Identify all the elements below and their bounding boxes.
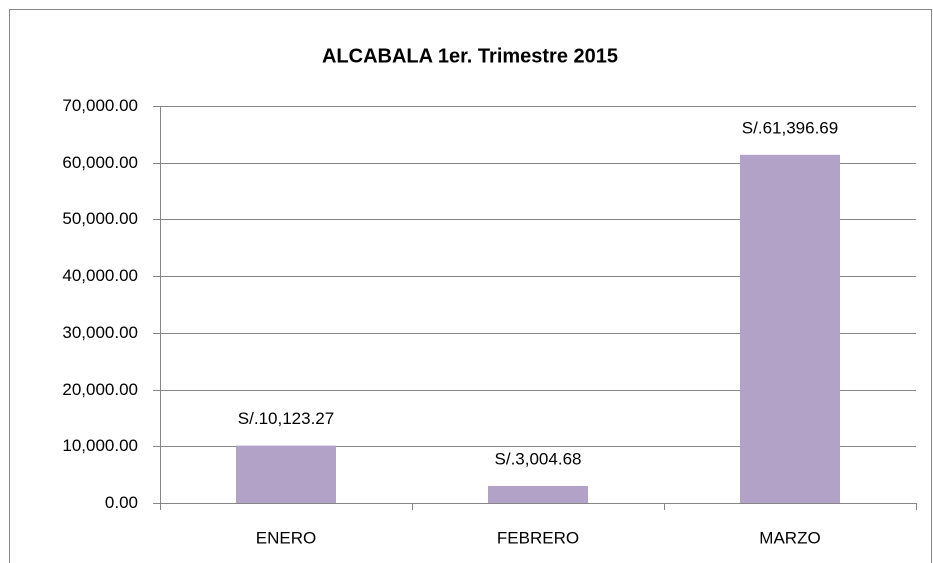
y-tick-label: 40,000.00: [62, 266, 138, 285]
y-tick-label: 30,000.00: [62, 323, 138, 342]
x-tick-label: MARZO: [759, 528, 820, 547]
y-tick-label: 20,000.00: [62, 380, 138, 399]
bar: [488, 485, 588, 503]
y-tick-label: 10,000.00: [62, 436, 138, 455]
data-label: S/.61,396.69: [742, 118, 838, 137]
data-label: S/.3,004.68: [495, 449, 582, 468]
y-tick-label: 70,000.00: [62, 96, 138, 115]
bar: [740, 154, 840, 503]
chart-border: [9, 9, 932, 563]
x-tick-label: ENERO: [256, 528, 316, 547]
chart-title: ALCABALA 1er. Trimestre 2015: [322, 45, 618, 67]
y-tick-label: 60,000.00: [62, 153, 138, 172]
y-tick-label: 0.00: [105, 493, 138, 512]
data-label: S/.10,123.27: [238, 409, 334, 428]
bar: [236, 445, 336, 503]
y-tick-label: 50,000.00: [62, 209, 138, 228]
x-tick-label: FEBRERO: [497, 528, 579, 547]
